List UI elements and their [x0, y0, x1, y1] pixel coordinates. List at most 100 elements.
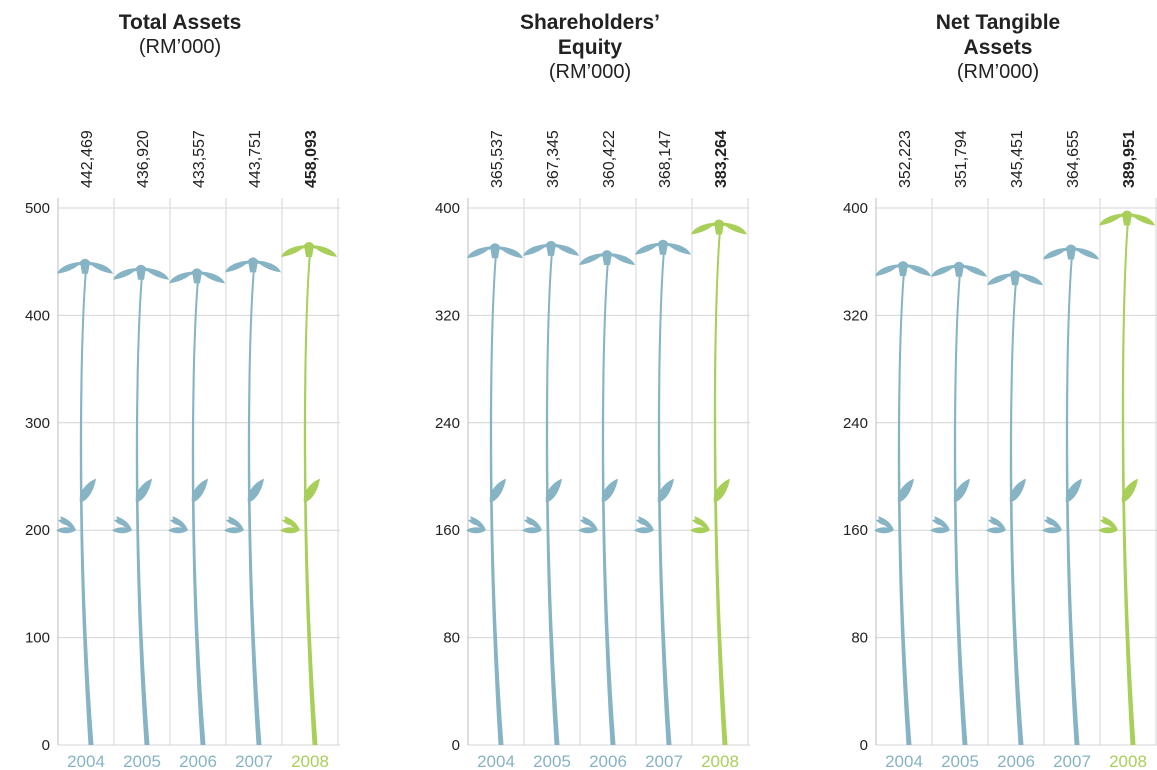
stem-leaf: [79, 478, 96, 503]
flower-petal: [315, 247, 337, 258]
leaf-shape: [468, 519, 480, 525]
leaf-shape: [58, 519, 70, 525]
value-label: 365,537: [489, 130, 506, 188]
stem-leaf: [545, 478, 562, 503]
x-tick-label: 2005: [533, 752, 571, 770]
flower-stem: [135, 275, 150, 745]
flower-stem: [79, 269, 94, 745]
flower-petal: [602, 250, 612, 266]
flower-blossom: [113, 264, 169, 280]
flower-petal: [635, 245, 657, 255]
x-tick-label: 2007: [645, 752, 683, 770]
value-label: 433,557: [191, 130, 208, 188]
flower-petal: [1043, 250, 1065, 260]
stem-leaf: [1042, 516, 1062, 534]
flower-stem: [657, 250, 672, 746]
flower-blossom: [635, 239, 691, 255]
chart-title-block: Net Tangible Assets (RM’000): [818, 10, 1157, 84]
y-tick-label: 400: [843, 200, 868, 217]
flower-petal: [113, 270, 135, 280]
leaf-shape: [876, 519, 888, 525]
flower-petal: [579, 255, 601, 266]
flower-blossom: [281, 242, 337, 258]
stem-leaf: [634, 516, 654, 534]
flower-petal: [714, 219, 724, 235]
flower-petal: [281, 247, 303, 258]
leaf-shape: [1100, 519, 1112, 525]
flower-petal: [490, 243, 500, 259]
stem-leaf: [986, 516, 1006, 534]
flower-petal: [523, 243, 579, 256]
y-tick-label: 0: [452, 737, 460, 754]
leaf-shape: [282, 519, 294, 525]
chart-title: Total Assets: [118, 11, 242, 34]
flower-petal: [501, 249, 523, 259]
value-label: 389,951: [1121, 130, 1138, 188]
x-tick-label: 2005: [941, 752, 979, 770]
leaf-shape: [489, 478, 506, 503]
chart-plot: 0 80 160 240 320 400 352,223 2004 351,794 2005 345…: [843, 130, 1157, 770]
flower-petal: [965, 267, 987, 277]
stem-leaf: [874, 516, 894, 534]
value-label: 352,223: [897, 130, 914, 188]
flower-petal: [523, 246, 545, 256]
leaf-shape: [522, 527, 542, 534]
flower-stem: [1121, 221, 1136, 745]
stem-leaf: [489, 478, 506, 503]
flower-petal: [1133, 216, 1155, 226]
leaf-shape: [601, 478, 618, 503]
leaf-shape: [466, 527, 486, 534]
leaf-shape: [986, 527, 1006, 534]
flower-petal: [467, 249, 489, 259]
stem-leaf: [303, 478, 320, 503]
stem-leaf: [690, 516, 710, 534]
flower-blossom: [579, 250, 635, 266]
leaf-shape: [303, 478, 320, 503]
leaf-shape: [897, 478, 914, 503]
chart-title: Net Tangible Assets: [935, 11, 1061, 59]
flower-petal: [1099, 213, 1155, 226]
y-tick-label: 160: [435, 522, 460, 539]
leaf-shape: [690, 527, 710, 534]
flower-petal: [169, 274, 191, 284]
flower-petal: [80, 258, 90, 274]
flower-petal: [613, 255, 635, 266]
flower-stem: [1065, 255, 1080, 745]
flower-petal: [931, 267, 953, 277]
value-label: 364,655: [1065, 130, 1082, 188]
y-tick-label: 300: [25, 415, 50, 432]
stem-leaf: [522, 516, 542, 534]
value-label: 367,345: [545, 130, 562, 188]
leaf-shape: [545, 478, 562, 503]
flower-stem: [713, 230, 728, 745]
y-tick-label: 0: [860, 737, 868, 754]
flower-petal: [898, 261, 908, 277]
chart-title: Shareholders’ Equity: [519, 11, 661, 59]
value-label: 436,920: [135, 130, 152, 188]
chart-title-block: Total Assets (RM’000): [0, 10, 360, 59]
flower-petal: [1099, 216, 1121, 226]
flower-petal: [57, 264, 79, 274]
flower-blossom: [467, 243, 523, 259]
flower-petal: [725, 225, 747, 235]
flower-blossom: [1099, 210, 1155, 226]
flower-petal: [57, 261, 113, 274]
y-tick-label: 200: [25, 522, 50, 539]
chart-unit: (RM’000): [138, 36, 222, 58]
flower-petal: [987, 276, 1009, 286]
x-tick-label: 2008: [701, 752, 739, 770]
flower-petal: [169, 271, 225, 284]
leaf-shape: [170, 519, 182, 525]
chart-title-block: Shareholders’ Equity (RM’000): [410, 10, 770, 84]
leaf-shape: [56, 527, 76, 534]
stem-leaf: [168, 516, 188, 534]
leaf-shape: [1044, 519, 1056, 525]
flower-blossom: [875, 261, 931, 277]
x-tick-label: 2008: [1109, 752, 1147, 770]
flower-petal: [557, 246, 579, 256]
stem-leaf: [953, 478, 970, 503]
flower-stem: [601, 261, 616, 745]
leaf-shape: [692, 519, 704, 525]
flower-stem: [953, 272, 968, 745]
leaf-shape: [1009, 478, 1026, 503]
